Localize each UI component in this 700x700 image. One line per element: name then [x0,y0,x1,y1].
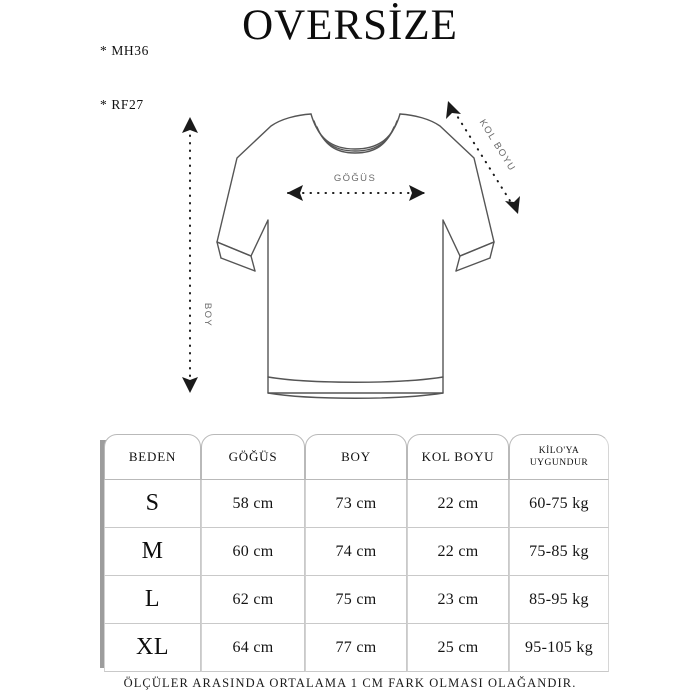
table-row: L 62 cm 75 cm 23 cm 85-95 kg [104,576,609,624]
cell-chest: 58 cm [201,480,305,528]
table-header-row: BEDEN GÖĞÜS BOY KOL BOYU KİLO'YA UYGUNDU… [104,434,609,480]
cell-weight: 60-75 kg [509,480,609,528]
table-left-accent-bar [100,440,106,668]
table-row: M 60 cm 74 cm 22 cm 75-85 kg [104,528,609,576]
cell-length: 77 cm [305,624,407,672]
cell-length: 73 cm [305,480,407,528]
tshirt-diagram: GÖĞÜS BOY KOL BOYU [0,80,700,420]
cell-size: XL [104,624,201,672]
footer-note: ÖLÇÜLER ARASINDA ORTALAMA 1 CM FARK OLMA… [123,676,577,690]
chest-measure-label: GÖĞÜS [334,173,376,184]
length-measure-arrow [182,117,198,393]
chest-measure-arrow [287,185,425,201]
cell-sleeve: 22 cm [407,480,509,528]
column-header-kiloya-uygundur: KİLO'YA UYGUNDUR [509,434,609,480]
sleeve-measure-arrow [446,101,520,214]
size-table: BEDEN GÖĞÜS BOY KOL BOYU KİLO'YA UYGUNDU… [104,434,609,672]
cell-size: M [104,528,201,576]
product-codes: * MH36 * RF27 [100,6,149,132]
sleeve-measure-label: KOL BOYU [477,118,518,174]
cell-size: S [104,480,201,528]
column-header-beden: BEDEN [104,434,201,480]
cell-sleeve: 25 cm [407,624,509,672]
table-row: S 58 cm 73 cm 22 cm 60-75 kg [104,480,609,528]
table-row: XL 64 cm 77 cm 25 cm 95-105 kg [104,624,609,672]
length-measure-label: BOY [202,303,213,327]
size-table-wrapper: BEDEN GÖĞÜS BOY KOL BOYU KİLO'YA UYGUNDU… [100,434,609,672]
cell-weight: 95-105 kg [509,624,609,672]
cell-length: 74 cm [305,528,407,576]
cell-sleeve: 22 cm [407,528,509,576]
product-code-1: * MH36 [100,43,149,58]
cell-chest: 64 cm [201,624,305,672]
cell-weight: 75-85 kg [509,528,609,576]
column-header-boy: BOY [305,434,407,480]
cell-weight: 85-95 kg [509,576,609,624]
page-title: OVERSİZE [242,2,458,49]
column-header-line-2: UYGUNDUR [529,458,589,468]
column-header-gogus: GÖĞÜS [201,434,305,480]
cell-chest: 62 cm [201,576,305,624]
cell-chest: 60 cm [201,528,305,576]
cell-sleeve: 23 cm [407,576,509,624]
cell-size: L [104,576,201,624]
column-header-line-1: KİLO'YA [538,446,580,456]
column-header-kol-boyu: KOL BOYU [407,434,509,480]
cell-length: 75 cm [305,576,407,624]
product-code-2: * RF27 [100,97,144,112]
